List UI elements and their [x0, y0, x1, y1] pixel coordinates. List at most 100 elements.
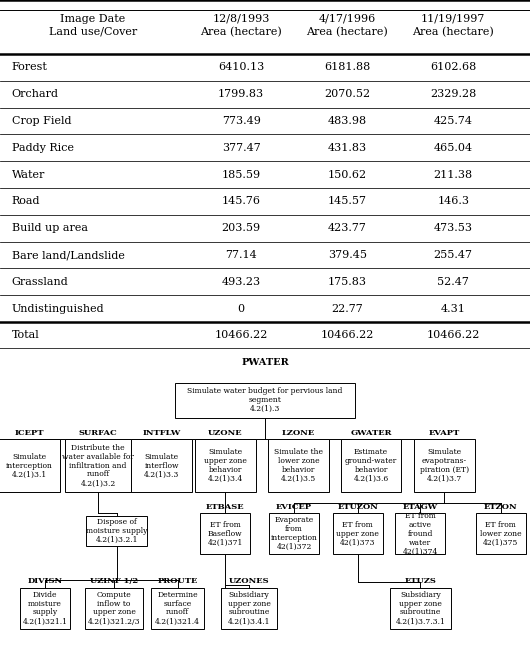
Text: ET from
active
fround
water
42(1)374: ET from active fround water 42(1)374 — [403, 512, 438, 556]
Text: 10466.22: 10466.22 — [427, 331, 480, 340]
Text: 2070.52: 2070.52 — [324, 89, 370, 99]
Text: 203.59: 203.59 — [222, 223, 261, 233]
Text: Subsidiary
upper zone
subroutine
4.2(1)3.4.1: Subsidiary upper zone subroutine 4.2(1)3… — [228, 591, 270, 625]
Text: 431.83: 431.83 — [328, 143, 367, 153]
Text: 185.59: 185.59 — [222, 170, 261, 180]
Text: 77.14: 77.14 — [225, 250, 257, 260]
Text: GWATER: GWATER — [350, 428, 392, 437]
Text: 10466.22: 10466.22 — [321, 331, 374, 340]
Text: 6410.13: 6410.13 — [218, 63, 264, 72]
Text: Simulate
interflow
4.2(1)3.3: Simulate interflow 4.2(1)3.3 — [144, 452, 179, 479]
Text: SURFAC: SURFAC — [78, 428, 118, 437]
Text: INTFLW: INTFLW — [143, 428, 181, 437]
Text: Compute
inflow to
upper zone
4.2(1)321.2/3: Compute inflow to upper zone 4.2(1)321.2… — [87, 591, 140, 625]
Text: Area (hectare): Area (hectare) — [200, 27, 282, 37]
Text: Distribute the
water available for
infiltration and
runoff
4.2(1)3.2: Distribute the water available for infil… — [62, 444, 134, 487]
Text: Simulate water budget for pervious land
segment
4.2(1).3: Simulate water budget for pervious land … — [187, 387, 343, 413]
Text: 146.3: 146.3 — [437, 196, 469, 207]
Text: Grassland: Grassland — [12, 277, 68, 287]
Text: Simulate the
lower zone
behavior
4.2(1)3.5: Simulate the lower zone behavior 4.2(1)3… — [274, 448, 323, 483]
FancyBboxPatch shape — [333, 513, 383, 554]
Text: ET from
Baseflow
42(1)371: ET from Baseflow 42(1)371 — [208, 521, 243, 546]
FancyBboxPatch shape — [151, 587, 204, 629]
Text: ETAGW: ETAGW — [403, 503, 438, 511]
Text: Estimate
ground-water
behavior
4.2(1)3.6: Estimate ground-water behavior 4.2(1)3.6 — [345, 448, 397, 483]
Text: Undistinguished: Undistinguished — [12, 304, 104, 314]
Text: Crop Field: Crop Field — [12, 116, 71, 126]
FancyBboxPatch shape — [65, 439, 131, 492]
Text: Total: Total — [12, 331, 39, 340]
Text: UZONE: UZONE — [208, 428, 243, 437]
Text: Bare land/Landslide: Bare land/Landslide — [12, 250, 125, 260]
FancyBboxPatch shape — [390, 587, 450, 629]
Text: ET from
upper zone
42(1)373: ET from upper zone 42(1)373 — [337, 521, 379, 546]
Text: EVICEP: EVICEP — [276, 503, 312, 511]
Text: 175.83: 175.83 — [328, 277, 367, 287]
FancyBboxPatch shape — [269, 513, 319, 554]
Text: 145.57: 145.57 — [328, 196, 367, 207]
FancyBboxPatch shape — [268, 439, 329, 492]
FancyBboxPatch shape — [476, 513, 526, 554]
Text: 465.04: 465.04 — [434, 143, 473, 153]
Text: PWATER: PWATER — [241, 358, 289, 367]
Text: Evaporate
from
interception
42(1)372: Evaporate from interception 42(1)372 — [271, 516, 317, 551]
Text: Land use/Cover: Land use/Cover — [49, 27, 137, 37]
Text: ETUZS: ETUZS — [404, 577, 436, 585]
FancyBboxPatch shape — [340, 439, 402, 492]
FancyBboxPatch shape — [20, 587, 70, 629]
Text: EVAPT: EVAPT — [429, 428, 460, 437]
FancyBboxPatch shape — [200, 513, 251, 554]
Text: Orchard: Orchard — [12, 89, 59, 99]
Text: 11/19/1997: 11/19/1997 — [421, 14, 485, 24]
Text: Water: Water — [12, 170, 45, 180]
Text: 6102.68: 6102.68 — [430, 63, 476, 72]
Text: ICEPT: ICEPT — [14, 428, 44, 437]
Text: Simulate
interception
4.2(1)3.1: Simulate interception 4.2(1)3.1 — [6, 452, 52, 479]
Text: UZINF 1/2: UZINF 1/2 — [90, 577, 138, 585]
Text: Dispose of
moisture supply
4.2(1)3.2.1: Dispose of moisture supply 4.2(1)3.2.1 — [86, 518, 147, 544]
Text: Simulate
upper zone
behavior
4.2(1)3.4: Simulate upper zone behavior 4.2(1)3.4 — [204, 448, 246, 483]
Text: UZONES: UZONES — [229, 577, 269, 585]
FancyBboxPatch shape — [195, 439, 255, 492]
Text: 211.38: 211.38 — [434, 170, 473, 180]
Text: DIVISN: DIVISN — [28, 577, 63, 585]
Text: ETZON: ETZON — [484, 503, 518, 511]
Text: ETBASE: ETBASE — [206, 503, 244, 511]
Text: Paddy Rice: Paddy Rice — [12, 143, 74, 153]
Text: LZONE: LZONE — [282, 428, 315, 437]
Text: 145.76: 145.76 — [222, 196, 261, 207]
Text: Build up area: Build up area — [12, 223, 87, 233]
Text: ETUZON: ETUZON — [337, 503, 378, 511]
Text: Road: Road — [12, 196, 40, 207]
Text: Divide
moisture
supply
4.2(1)321.1: Divide moisture supply 4.2(1)321.1 — [23, 591, 67, 625]
FancyBboxPatch shape — [395, 513, 445, 554]
Text: Image Date: Image Date — [60, 14, 126, 24]
Text: Area (hectare): Area (hectare) — [306, 27, 388, 37]
FancyBboxPatch shape — [413, 439, 475, 492]
Text: Simulate
evapotrans-
piration (ET)
4.2(1)3.7: Simulate evapotrans- piration (ET) 4.2(1… — [420, 448, 469, 483]
FancyBboxPatch shape — [85, 587, 143, 629]
Text: 22.77: 22.77 — [331, 304, 363, 314]
Text: 12/8/1993: 12/8/1993 — [213, 14, 270, 24]
Text: 493.23: 493.23 — [222, 277, 261, 287]
Text: 1799.83: 1799.83 — [218, 89, 264, 99]
Text: 4/17/1996: 4/17/1996 — [319, 14, 376, 24]
Text: 255.47: 255.47 — [434, 250, 473, 260]
Text: Subsidiary
upper zone
subroutine
4.2(1)3.7.3.1: Subsidiary upper zone subroutine 4.2(1)3… — [395, 591, 445, 625]
FancyBboxPatch shape — [131, 439, 192, 492]
Text: Forest: Forest — [12, 63, 48, 72]
Text: 6181.88: 6181.88 — [324, 63, 370, 72]
Text: 773.49: 773.49 — [222, 116, 261, 126]
Text: 379.45: 379.45 — [328, 250, 367, 260]
Text: 10466.22: 10466.22 — [215, 331, 268, 340]
Text: 377.47: 377.47 — [222, 143, 261, 153]
Text: 150.62: 150.62 — [328, 170, 367, 180]
Text: 52.47: 52.47 — [437, 277, 469, 287]
Text: Determine
surface
runoff
4.2(1)321.4: Determine surface runoff 4.2(1)321.4 — [155, 591, 200, 625]
Text: 473.53: 473.53 — [434, 223, 473, 233]
Text: Area (hectare): Area (hectare) — [412, 27, 494, 37]
Text: 0: 0 — [237, 304, 245, 314]
Text: 4.31: 4.31 — [441, 304, 465, 314]
Text: 2329.28: 2329.28 — [430, 89, 476, 99]
FancyBboxPatch shape — [220, 587, 278, 629]
